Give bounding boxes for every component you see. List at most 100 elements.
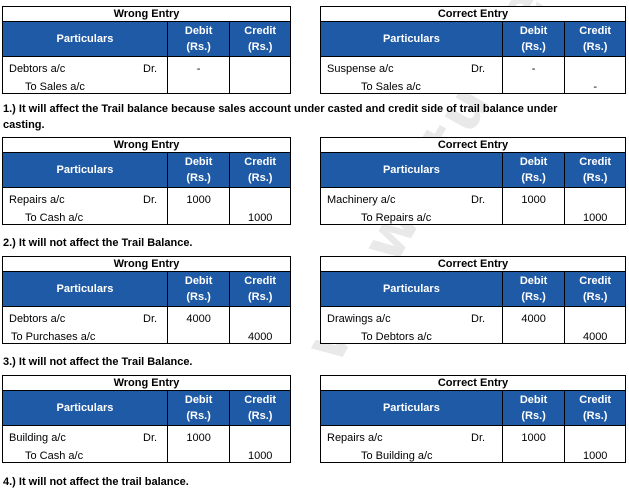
credit-cell: 4000 (229, 307, 290, 343)
debit-header: Debit (Rs.) (166, 272, 230, 306)
debit-account: Repairs a/c (9, 194, 65, 206)
particulars-cell: Repairs a/c Dr. To Building a/c (321, 426, 502, 462)
credit-header: Credit (Rs.) (229, 272, 290, 306)
table-header: Particulars Debit (Rs.) Credit (Rs.) (321, 153, 625, 188)
debit-account: Building a/c (9, 432, 66, 444)
dr-label: Dr. (143, 194, 158, 206)
wrong-entry-table-1: Wrong Entry Particulars Debit (Rs.) Credi… (2, 6, 291, 94)
table-row: Suspense a/c Dr. To Sales a/c - - (321, 57, 625, 93)
credit-label: Credit (244, 25, 277, 37)
debit-label: Debit (184, 25, 213, 37)
debit-header: Debit (Rs.) (501, 22, 565, 56)
note-1-continued: casting. (3, 119, 45, 131)
dr-label: Dr. (471, 432, 486, 444)
table-header: Particulars Debit (Rs.) Credit (Rs.) (3, 272, 290, 307)
dr-label: Dr. (471, 313, 486, 325)
unit-label: (Rs.) (521, 291, 546, 303)
debit-value: 1000 (521, 194, 546, 206)
debit-value: - (196, 63, 201, 75)
table-header: Particulars Debit (Rs.) Credit (Rs.) (321, 22, 625, 57)
credit-header: Credit (Rs.) (564, 391, 625, 425)
debit-label: Debit (519, 25, 548, 37)
table-row: Building a/c Dr. To Cash a/c 1000 1000 (3, 426, 290, 462)
table-row: Debtors a/c Dr. To Sales a/c - (3, 57, 290, 93)
table-title: Correct Entry (321, 376, 625, 391)
particulars-header: Particulars (382, 402, 440, 414)
credit-account: To Building a/c (361, 450, 433, 462)
table-row: Drawings a/c Dr. To Debtors a/c 4000 400… (321, 307, 625, 343)
particulars-cell: Building a/c Dr. To Cash a/c (3, 426, 167, 462)
unit-label: (Rs.) (582, 291, 608, 303)
credit-value: - (593, 81, 598, 93)
table-row: Debtors a/c Dr. To Purchases a/c 4000 40… (3, 307, 290, 343)
debit-header: Debit (Rs.) (166, 22, 230, 56)
debit-cell: 1000 (166, 188, 230, 224)
debit-cell: 1000 (166, 426, 230, 462)
table-row: Repairs a/c Dr. To Cash a/c 1000 1000 (3, 188, 290, 224)
wrong-entry-table-2: Wrong Entry Particulars Debit (Rs.) Credi… (2, 137, 291, 225)
credit-cell: 1000 (229, 426, 290, 462)
note-4: 4.) It will not affect the trail balance… (3, 476, 189, 488)
wrong-entry-table-4: Wrong Entry Particulars Debit (Rs.) Credi… (2, 375, 291, 463)
debit-header: Debit (Rs.) (166, 153, 230, 187)
table-title: Correct Entry (321, 138, 625, 153)
particulars-cell: Suspense a/c Dr. To Sales a/c (321, 57, 502, 93)
debit-account: Machinery a/c (327, 194, 396, 206)
credit-cell: 1000 (564, 188, 625, 224)
debit-label: Debit (184, 156, 213, 168)
debit-header: Debit (Rs.) (166, 391, 230, 425)
credit-account: To Repairs a/c (361, 212, 432, 224)
table-title: Wrong Entry (3, 138, 290, 153)
credit-cell: 1000 (564, 426, 625, 462)
credit-label: Credit (579, 275, 612, 287)
particulars-header: Particulars (56, 283, 114, 295)
dr-label: Dr. (143, 313, 158, 325)
debit-account: Debtors a/c (9, 63, 66, 75)
particulars-header: Particulars (56, 402, 114, 414)
credit-header: Credit (Rs.) (564, 153, 625, 187)
unit-label: (Rs.) (582, 410, 608, 422)
unit-label: (Rs.) (247, 410, 273, 422)
credit-cell (229, 57, 290, 93)
unit-label: (Rs.) (521, 410, 546, 422)
credit-label: Credit (244, 275, 277, 287)
debit-account: Repairs a/c (327, 432, 383, 444)
unit-label: (Rs.) (186, 41, 211, 53)
credit-cell: 1000 (229, 188, 290, 224)
table-header: Particulars Debit (Rs.) Credit (Rs.) (321, 272, 625, 307)
credit-label: Credit (244, 156, 277, 168)
table-row: Repairs a/c Dr. To Building a/c 1000 100… (321, 426, 625, 462)
debit-value: 4000 (521, 313, 546, 325)
unit-label: (Rs.) (247, 291, 273, 303)
debit-label: Debit (184, 275, 213, 287)
table-header: Particulars Debit (Rs.) Credit (Rs.) (321, 391, 625, 426)
correct-entry-table-1: Correct Entry Particulars Debit (Rs.) Cre… (320, 6, 626, 94)
credit-label: Credit (579, 156, 612, 168)
debit-cell: 1000 (501, 426, 565, 462)
table-title: Wrong Entry (3, 257, 290, 272)
debit-cell: - (166, 57, 230, 93)
dr-label: Dr. (143, 432, 158, 444)
unit-label: (Rs.) (582, 41, 608, 53)
credit-header: Credit (Rs.) (229, 153, 290, 187)
debit-cell: 4000 (501, 307, 565, 343)
credit-label: Credit (244, 394, 277, 406)
credit-account: To Purchases a/c (11, 331, 96, 343)
particulars-header: Particulars (56, 33, 114, 45)
debit-cell: 4000 (166, 307, 230, 343)
note-3: 3.) It will not affect the Trail Balance… (3, 356, 193, 368)
correct-entry-table-4: Correct Entry Particulars Debit (Rs.) Cre… (320, 375, 626, 463)
dr-label: Dr. (471, 194, 486, 206)
unit-label: (Rs.) (521, 172, 546, 184)
credit-value: 1000 (582, 212, 608, 224)
credit-value: 1000 (247, 450, 273, 462)
debit-account: Suspense a/c (327, 63, 394, 75)
credit-account: To Sales a/c (361, 81, 421, 93)
credit-cell: - (564, 57, 625, 93)
debit-account: Drawings a/c (327, 313, 391, 325)
particulars-cell: Debtors a/c Dr. To Sales a/c (3, 57, 167, 93)
debit-value: 1000 (186, 194, 211, 206)
unit-label: (Rs.) (247, 41, 273, 53)
credit-value: 1000 (582, 450, 608, 462)
table-title: Wrong Entry (3, 7, 290, 22)
